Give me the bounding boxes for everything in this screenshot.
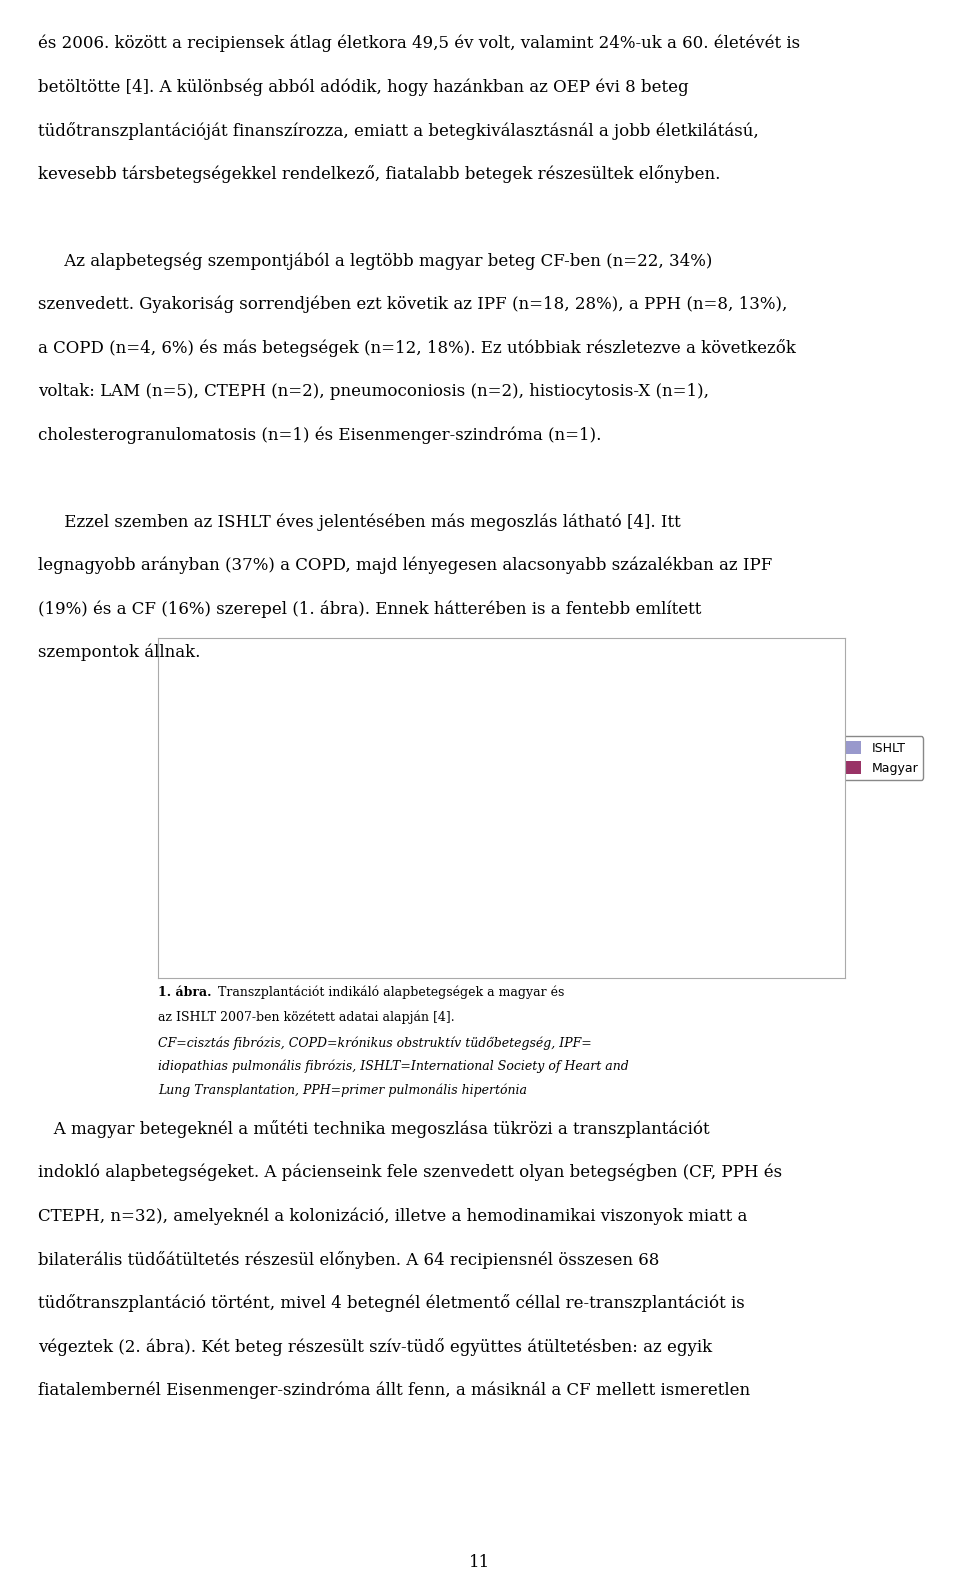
- Bar: [585, 910, 624, 938]
- Text: Az alapbetegség szempontjából a legtöbb magyar beteg CF-ben (n=22, 34%): Az alapbetegség szempontjából a legtöbb …: [38, 252, 712, 271]
- Text: 19: 19: [709, 794, 723, 805]
- Text: 4: 4: [600, 899, 608, 908]
- Text: betöltötte [4]. A különbség abból adódik, hogy hazánkban az OEP évi 8 beteg: betöltötte [4]. A különbség abból adódik…: [38, 78, 689, 97]
- Text: 34: 34: [524, 691, 538, 701]
- Bar: [736, 889, 776, 938]
- Text: a COPD (n=4, 6%) és más betegségek (n=12, 18%). Ez utóbbiak részletezve a követk: a COPD (n=4, 6%) és más betegségek (n=12…: [38, 339, 796, 358]
- Text: legnagyobb arányban (37%) a COPD, majd lényegesen alacsonyabb százalékban az IPF: legnagyobb arányban (37%) a COPD, majd l…: [38, 557, 773, 574]
- Text: 11: 11: [469, 1554, 491, 1571]
- Bar: [511, 702, 550, 938]
- Bar: [472, 827, 511, 938]
- Text: CF=cisztás fibrózis, COPD=krónikus obstruktív tüdőbetegség, IPF=: CF=cisztás fibrózis, COPD=krónikus obstr…: [158, 1036, 592, 1050]
- Text: az ISHLT 2007-ben közétett adatai alapján [4].: az ISHLT 2007-ben közétett adatai alapjá…: [158, 1011, 455, 1025]
- Text: indokló alapbetegségeket. A pácienseink fele szenvedett olyan betegségben (CF, P: indokló alapbetegségeket. A pácienseink …: [38, 1164, 782, 1182]
- Text: tüdőtranszplantációját finanszírozza, emiatt a betegkiválasztásnál a jobb életki: tüdőtranszplantációját finanszírozza, em…: [38, 122, 759, 139]
- Bar: [624, 848, 662, 938]
- Text: Transzplantációt indikáló alapbetegségek a magyar és: Transzplantációt indikáló alapbetegségek…: [214, 986, 564, 1000]
- Text: (19%) és a CF (16%) szerepel (1. ábra). Ennek hátterében is a fentebb említett: (19%) és a CF (16%) szerepel (1. ábra). …: [38, 600, 702, 619]
- Text: szempontok állnak.: szempontok állnak.: [38, 644, 201, 661]
- Text: 7: 7: [752, 878, 759, 888]
- Title: Diagnózisok szerinti megoszlás: Diagnózisok szerinti megoszlás: [377, 639, 645, 655]
- Text: kevesebb társbetegségekkel rendelkező, fiatalabb betegek részesültek előnyben.: kevesebb társbetegségekkel rendelkező, f…: [38, 165, 721, 184]
- Text: 37: 37: [260, 669, 274, 680]
- Text: 6: 6: [302, 884, 310, 894]
- Legend: ISHLT, Magyar: ISHLT, Magyar: [838, 737, 924, 780]
- Text: cholesterogranulomatosis (n=1) és Eisenmenger-szindróma (n=1).: cholesterogranulomatosis (n=1) és Eisenm…: [38, 427, 602, 445]
- Bar: [248, 682, 286, 938]
- Bar: [360, 807, 398, 938]
- Text: Lung Transplantation, PPH=primer pulmonális hipertónia: Lung Transplantation, PPH=primer pulmoná…: [158, 1084, 527, 1098]
- Text: 19: 19: [372, 794, 386, 805]
- Text: 13: 13: [636, 835, 650, 846]
- Y-axis label: Százalék: Százalék: [178, 772, 191, 827]
- Bar: [398, 744, 438, 938]
- Text: voltak: LAM (n=5), CTEPH (n=2), pneumoconiosis (n=2), histiocytosis-X (n=1),: voltak: LAM (n=5), CTEPH (n=2), pneumoco…: [38, 383, 709, 400]
- Text: 28: 28: [412, 732, 425, 742]
- Text: végeztek (2. ábra). Két beteg részesült szív-tüdő együttes átültetésben: az egyi: végeztek (2. ábra). Két beteg részesült …: [38, 1338, 712, 1356]
- Bar: [697, 807, 736, 938]
- Text: 1. ábra.: 1. ábra.: [158, 986, 212, 998]
- Text: CTEPH, n=32), amelyeknél a kolonizáció, illetve a hemodinamikai viszonyok miatt : CTEPH, n=32), amelyeknél a kolonizáció, …: [38, 1207, 748, 1224]
- Text: és 2006. között a recipiensek átlag életkora 49,5 év volt, valamint 24%-uk a 60.: és 2006. között a recipiensek átlag élet…: [38, 35, 801, 52]
- Bar: [286, 897, 325, 938]
- Text: szenvedett. Gyakoriság sorrendjében ezt követik az IPF (n=18, 28%), a PPH (n=8, : szenvedett. Gyakoriság sorrendjében ezt …: [38, 296, 788, 313]
- Text: bilaterális tüdőátültetés részesül előnyben. A 64 recipiensnél összesen 68: bilaterális tüdőátültetés részesül előny…: [38, 1250, 660, 1269]
- Text: Ezzel szemben az ISHLT éves jelentésében más megoszlás látható [4]. Itt: Ezzel szemben az ISHLT éves jelentésében…: [38, 513, 682, 532]
- Text: 16: 16: [485, 815, 498, 826]
- Text: tüdőtranszplantáció történt, mivel 4 betegnél életmentő céllal re-transzplantáci: tüdőtranszplantáció történt, mivel 4 bet…: [38, 1294, 745, 1311]
- Text: A magyar betegeknél a műtéti technika megoszlása tükrözi a transzplantációt: A magyar betegeknél a műtéti technika me…: [38, 1120, 710, 1137]
- Text: fiatalembernél Eisenmenger-szindróma állt fenn, a másiknál a CF mellett ismeretl: fiatalembernél Eisenmenger-szindróma áll…: [38, 1381, 751, 1398]
- Text: idiopathias pulmonális fibrózis, ISHLT=International Society of Heart and: idiopathias pulmonális fibrózis, ISHLT=I…: [158, 1060, 629, 1074]
